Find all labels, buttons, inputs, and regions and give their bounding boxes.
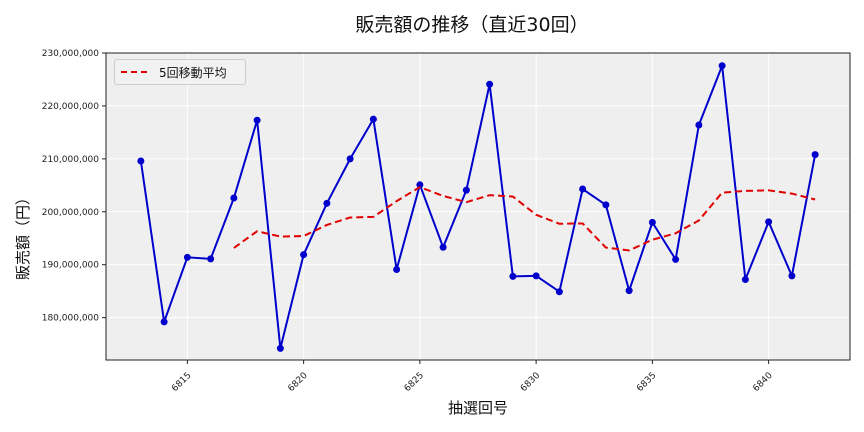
data-point [788, 272, 796, 280]
legend: 5回移動平均 [114, 59, 246, 85]
data-point [137, 157, 145, 165]
data-point [718, 62, 726, 70]
x-tick-label: 6835 [635, 371, 658, 394]
data-point [462, 186, 470, 194]
data-point [555, 288, 563, 296]
data-point [369, 115, 377, 123]
x-tick-label: 6815 [170, 371, 193, 394]
x-tick-label: 6820 [286, 371, 309, 394]
data-point [579, 185, 587, 193]
moving-average-line [233, 186, 816, 252]
data-point [439, 243, 447, 251]
data-point [741, 276, 749, 284]
data-point [648, 218, 656, 226]
data-point [486, 80, 494, 88]
legend-label: 5回移動平均 [159, 66, 227, 80]
data-point [509, 272, 517, 280]
data-point [672, 255, 680, 263]
y-tick-label: 190,000,000 [42, 261, 100, 271]
x-tick-label: 6840 [751, 371, 774, 394]
data-point [207, 255, 215, 263]
y-tick-label: 210,000,000 [42, 155, 100, 165]
data-point [416, 181, 424, 189]
data-point [532, 272, 540, 280]
data-point [230, 194, 238, 202]
y-tick-label: 230,000,000 [42, 49, 100, 59]
y-tick-label: 180,000,000 [42, 314, 100, 324]
data-point [346, 155, 354, 163]
x-tick-label: 6825 [403, 371, 426, 394]
data-point [183, 253, 191, 261]
data-point [695, 121, 703, 129]
legend-dashed-line-icon [121, 71, 147, 73]
data-point [602, 201, 610, 209]
x-tick-label: 6830 [519, 371, 542, 394]
data-point [300, 251, 308, 259]
data-point [765, 218, 773, 226]
data-point [811, 151, 819, 159]
data-point [625, 287, 633, 295]
plot-frame [105, 52, 851, 361]
y-tick-label: 200,000,000 [42, 208, 100, 218]
data-point [323, 199, 331, 207]
sales-line [139, 64, 817, 350]
data-point [160, 318, 168, 326]
x-axis-label: 抽選回号 [447, 399, 508, 417]
data-point [253, 116, 261, 124]
chart-title: 販売額の推移（直近30回） [355, 14, 589, 36]
data-point [393, 265, 401, 273]
y-tick-label: 220,000,000 [42, 102, 100, 112]
data-point [276, 344, 284, 352]
